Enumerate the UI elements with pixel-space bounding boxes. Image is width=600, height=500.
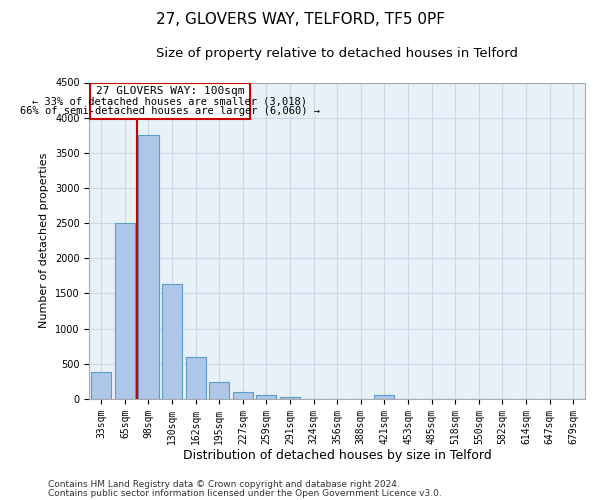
Bar xyxy=(209,382,229,399)
X-axis label: Distribution of detached houses by size in Telford: Distribution of detached houses by size … xyxy=(183,450,491,462)
Bar xyxy=(185,358,206,399)
Bar xyxy=(115,223,135,399)
Bar xyxy=(139,135,158,399)
Text: ← 33% of detached houses are smaller (3,018): ← 33% of detached houses are smaller (3,… xyxy=(32,96,307,106)
Text: Contains public sector information licensed under the Open Government Licence v3: Contains public sector information licen… xyxy=(48,488,442,498)
Bar xyxy=(280,396,300,399)
Text: 66% of semi-detached houses are larger (6,060) →: 66% of semi-detached houses are larger (… xyxy=(20,106,320,116)
FancyBboxPatch shape xyxy=(90,83,250,119)
Bar xyxy=(162,284,182,399)
Bar xyxy=(374,395,394,399)
Bar xyxy=(91,372,112,399)
Title: Size of property relative to detached houses in Telford: Size of property relative to detached ho… xyxy=(156,48,518,60)
Text: 27, GLOVERS WAY, TELFORD, TF5 0PF: 27, GLOVERS WAY, TELFORD, TF5 0PF xyxy=(155,12,445,28)
Bar xyxy=(256,395,277,399)
Y-axis label: Number of detached properties: Number of detached properties xyxy=(40,153,49,328)
Text: 27 GLOVERS WAY: 100sqm: 27 GLOVERS WAY: 100sqm xyxy=(96,86,244,96)
Bar xyxy=(233,392,253,399)
Text: Contains HM Land Registry data © Crown copyright and database right 2024.: Contains HM Land Registry data © Crown c… xyxy=(48,480,400,489)
